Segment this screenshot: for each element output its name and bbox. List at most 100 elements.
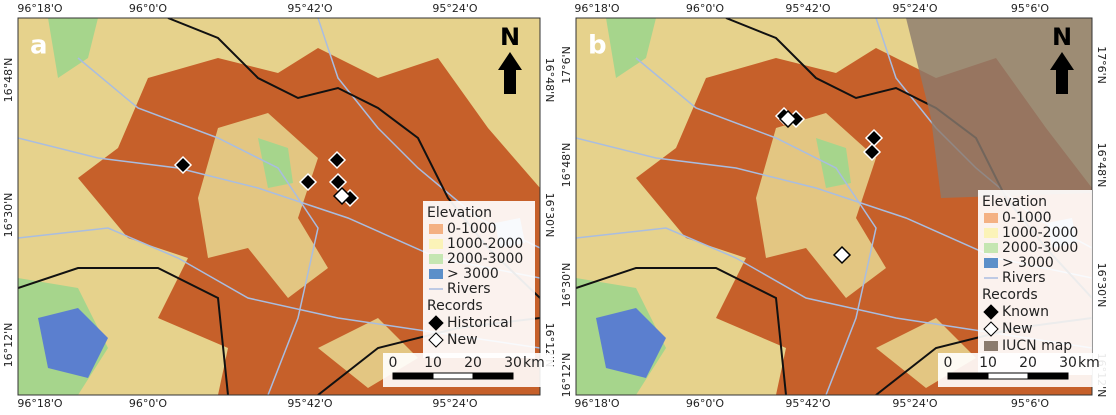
legend-swatch: [984, 341, 998, 351]
scale-segment: [432, 372, 474, 380]
legend-swatch: [984, 258, 998, 268]
scale-label: 10: [979, 355, 997, 371]
scale-label: 20: [1019, 355, 1037, 371]
legend-swatch: [429, 239, 443, 249]
legend-entry: 0-1000: [447, 221, 497, 237]
record-filled: [173, 155, 193, 175]
lon-label: 95°24'O: [892, 2, 938, 15]
legend-entry: 1000-2000: [1002, 225, 1078, 241]
legend-entry: 2000-3000: [447, 251, 523, 267]
legend-swatch: [984, 228, 998, 238]
legend-entry: > 3000: [447, 266, 499, 282]
scale-bar: 0 10 20 30 km: [383, 353, 553, 387]
legend-entry: Rivers: [447, 281, 491, 297]
record-hollow: [832, 245, 852, 265]
lat-label: 16°30'N: [560, 263, 573, 308]
north-label: N: [500, 23, 520, 51]
map-panel: a N 96°18'O 96°18'O 96°0'O 96°0'O 95°42'O 95°42…: [2, 2, 556, 410]
lon-label: 96°0'O: [129, 397, 168, 410]
lat-label: 16°48'N: [543, 58, 556, 103]
scale-segment: [472, 372, 514, 380]
lon-label: 96°0'O: [686, 397, 725, 410]
lon-label: 96°0'O: [129, 2, 168, 15]
map-panel: b N 96°18'O 96°18'O 96°0'O 96°0'O 95°42'O 95°42…: [560, 2, 1108, 410]
record-hollow: [332, 186, 352, 206]
record-hollow: [778, 109, 798, 129]
legend-entry: 1000-2000: [447, 236, 523, 252]
record-filled: [327, 150, 347, 170]
legend-entry: New: [447, 332, 478, 348]
legend-marker: [983, 321, 999, 337]
record-filled: [298, 172, 318, 192]
lon-label: 96°18'O: [17, 2, 63, 15]
iucn-range: [906, 18, 1092, 198]
elevation-green: [18, 18, 293, 395]
legend-entry: 2000-3000: [1002, 240, 1078, 256]
lat-label: 17°6'N: [560, 46, 573, 84]
legend-swatch: [429, 269, 443, 279]
panel-label: b: [588, 31, 607, 61]
lat-label: 16°30'N: [2, 193, 15, 238]
scale-segment: [392, 372, 434, 380]
lat-label: 16°48'N: [1095, 143, 1108, 188]
border: [18, 267, 229, 395]
frame: [17, 17, 541, 396]
lat-label: 16°30'N: [543, 193, 556, 238]
lon-label: 96°18'O: [574, 2, 620, 15]
scale-label: 30: [1059, 355, 1077, 371]
scale-bg: [383, 353, 553, 387]
legend-entry: 0-1000: [1002, 210, 1052, 226]
elevation-green: [576, 18, 851, 395]
elevation-peak: [596, 308, 666, 378]
river: [576, 227, 1092, 349]
scale-label: 20: [464, 355, 482, 371]
border: [576, 267, 787, 395]
river: [18, 227, 540, 349]
scale-label: 10: [424, 355, 442, 371]
scale-unit: km: [1078, 355, 1100, 371]
lon-label: 95°42'O: [785, 397, 831, 410]
legend-marker: [428, 332, 444, 348]
panel-label: a: [30, 31, 48, 61]
legend-swatch: [984, 243, 998, 253]
scale-label: 0: [944, 355, 953, 371]
lat-label: 17°6'N: [1095, 46, 1108, 84]
scale-label: 30: [504, 355, 522, 371]
scale-segment: [1027, 372, 1069, 380]
scale-bg: [938, 353, 1108, 387]
scale-label: 0: [389, 355, 398, 371]
legend-entry: > 3000: [1002, 255, 1054, 271]
north-label: N: [1052, 23, 1072, 51]
record-filled: [328, 172, 348, 192]
scale-unit: km: [523, 355, 545, 371]
legend-title: Records: [427, 298, 483, 314]
lon-label: 95°6'O: [1011, 397, 1050, 410]
legend-title: Elevation: [427, 205, 492, 221]
scale-segment: [947, 372, 989, 380]
river: [77, 57, 319, 395]
legend-marker: [428, 315, 444, 331]
elevation-mid: [756, 113, 976, 388]
legend-title: Elevation: [982, 194, 1047, 210]
legend-entry: Rivers: [1002, 270, 1046, 286]
legend-entry: New: [1002, 321, 1033, 337]
record-filled: [862, 142, 882, 162]
legend-marker: [983, 304, 999, 320]
legend-swatch: [429, 224, 443, 234]
legend-swatch: [429, 254, 443, 264]
lat-label: 16°12'N: [2, 323, 15, 368]
lon-label: 96°0'O: [686, 2, 725, 15]
lat-label: 16°30'N: [1095, 263, 1108, 308]
legend-swatch: [984, 213, 998, 223]
lon-label: 95°42'O: [287, 397, 333, 410]
north-arrow: [1050, 52, 1074, 94]
lon-label: 95°24'O: [432, 2, 478, 15]
north-arrow: [498, 52, 522, 94]
lon-label: 95°42'O: [785, 2, 831, 15]
lon-label: 95°42'O: [287, 2, 333, 15]
lon-label: 96°18'O: [574, 397, 620, 410]
legend-entry: IUCN map: [1002, 338, 1072, 354]
